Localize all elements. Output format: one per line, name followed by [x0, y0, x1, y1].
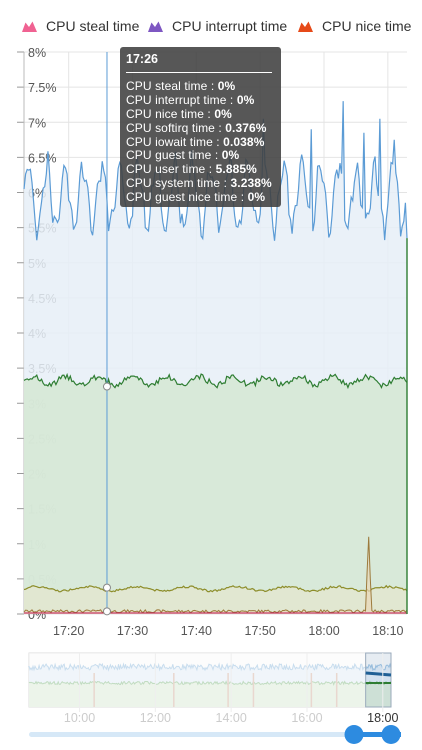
tooltip-row-label: CPU steal time [126, 79, 208, 93]
series-line [23, 536, 408, 614]
legend-label: CPU interrupt time [172, 18, 288, 34]
scrollbar-handle-left[interactable] [344, 725, 364, 744]
series-cpu-softirq-time [23, 584, 408, 614]
navigator-mask [29, 653, 366, 707]
navigator-tick-label: 16:00 [291, 711, 322, 725]
scrollbar-handle-right[interactable] [381, 725, 401, 744]
tooltip-row: CPU user time : 5.885% [126, 162, 257, 177]
crosshair-marker [102, 607, 111, 616]
cpu-stacked-area-chart[interactable]: 0%0.5%1%1.5%2%2.5%3%3.5%4%4.5%5%5.5%6%6.… [0, 40, 422, 650]
tooltip-row: CPU interrupt time : 0% [126, 92, 255, 107]
x-tick-label: 18:00 [308, 624, 339, 638]
x-tick-label: 17:50 [245, 624, 276, 638]
tooltip-time: 17:26 [126, 52, 158, 66]
y-tick-label: 8% [28, 46, 46, 60]
tooltip-row: CPU softirq time : 0.376% [126, 120, 267, 135]
tooltip-row-value: 0.038% [223, 134, 265, 149]
series-area [24, 585, 407, 614]
tooltip-row: CPU nice time : 0% [126, 106, 232, 121]
y-tick-label: 7.5% [28, 81, 57, 95]
tooltip-row: CPU guest nice time : 0% [126, 190, 266, 205]
series-cpu-iowait-time [23, 536, 408, 614]
crosshair-marker [102, 382, 111, 391]
tooltip-row-label: CPU interrupt time [126, 92, 227, 107]
area-series-icon [22, 21, 37, 32]
tooltip-row: CPU iowait time : 0.038% [126, 134, 265, 149]
tooltip-row: CPU steal time : 0% [126, 79, 236, 93]
navigator-selected-line [365, 671, 392, 677]
series-cpu-system-time [23, 372, 408, 614]
tooltip-row-value: 0% [236, 92, 255, 107]
legend-label: CPU steal time [46, 18, 140, 34]
tooltip-row-value: 5.885% [215, 162, 257, 177]
navigator-tick-label: 10:00 [64, 711, 95, 725]
area-series-icon [298, 21, 313, 32]
series-area [24, 374, 407, 614]
x-tick-label: 17:20 [53, 624, 84, 638]
tooltip-row-label: CPU softirq time [126, 120, 215, 135]
y-tick-label: 7% [28, 116, 46, 130]
tooltip-row-label: CPU user time [126, 162, 206, 177]
navigator-tick-label: 18:00 [367, 711, 398, 725]
tooltip-row-value: 0.376% [225, 120, 267, 135]
chart-tooltip: 17:26 CPU steal time : 0% CPU interrupt t… [120, 47, 281, 207]
scrollbar-thumb [355, 732, 401, 737]
tooltip-row-label: CPU system time [126, 176, 221, 191]
x-tick-label: 18:10 [372, 624, 403, 638]
scrollbar-track [29, 732, 391, 737]
tooltip-row-label: CPU nice time [126, 106, 204, 121]
tooltip-row-label: CPU guest nice time [126, 190, 238, 205]
y-tick-label: 6.5% [28, 151, 57, 165]
tooltip-row-label: CPU iowait time [126, 134, 213, 149]
navigator-line [28, 662, 392, 672]
tooltip-row-label: CPU guest time [126, 148, 212, 163]
range-navigator[interactable]: 10:00 12:00 14:00 16:00 18:00 [0, 650, 422, 750]
legend-item[interactable]: CPU nice time [298, 18, 411, 34]
navigator-selection [365, 652, 392, 708]
legend-item[interactable]: CPU interrupt time [148, 18, 287, 34]
navigator-area [29, 681, 391, 707]
legend-item[interactable]: CPU steal time [22, 18, 139, 34]
legend-label: CPU nice time [322, 18, 412, 34]
tooltip-row-value: 0% [247, 190, 266, 205]
chart-legend: CPU steal time CPU interrupt time CPU nice… [0, 0, 422, 50]
crosshair-marker [102, 583, 111, 592]
tooltip-row-value: 0% [217, 79, 236, 93]
tooltip-row: CPU system time : 3.238% [126, 176, 272, 191]
tooltip-row-value: 0% [214, 106, 232, 121]
tooltip-separator [126, 72, 272, 73]
navigator-tick-label: 12:00 [140, 711, 171, 725]
navigator-line [28, 680, 392, 687]
tooltip-row-value: 0% [221, 148, 240, 163]
tooltip-row-value: 3.238% [230, 176, 272, 191]
x-tick-label: 17:40 [181, 624, 212, 638]
navigator-tick-label: 14:00 [216, 711, 247, 725]
x-tick-label: 17:30 [117, 624, 148, 638]
tooltip-row: CPU guest time : 0% [126, 148, 240, 163]
area-series-icon [148, 21, 163, 32]
series-line [23, 372, 408, 390]
series-line [23, 584, 408, 593]
